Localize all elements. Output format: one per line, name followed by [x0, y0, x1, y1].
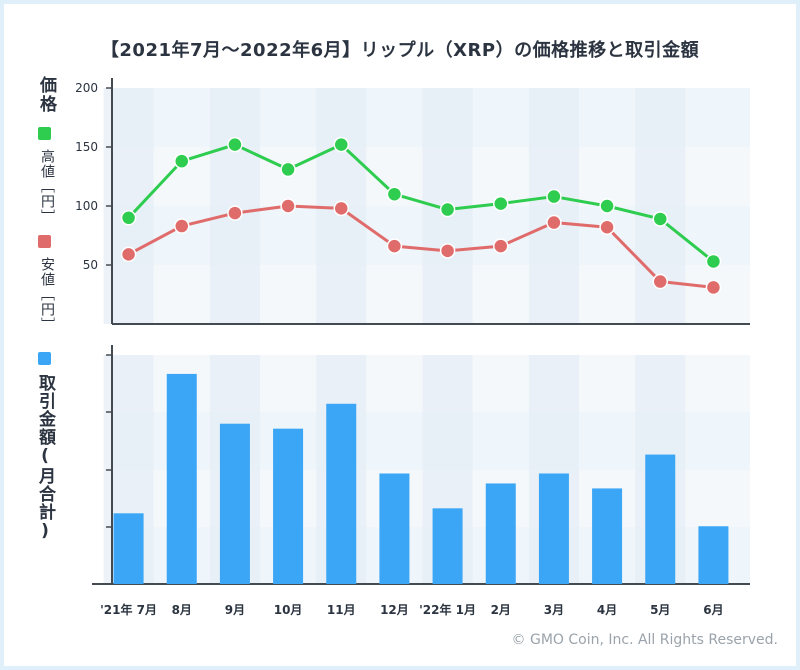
volume-bar: [432, 508, 463, 584]
x-tick-label: 11月: [327, 603, 356, 617]
volume-bar: [485, 483, 516, 584]
high-price-point: [120, 210, 137, 226]
x-tick-label: 10月: [274, 603, 303, 617]
volume-bar: [379, 473, 410, 584]
high-price-point: [174, 153, 190, 169]
volume-bar: [538, 473, 569, 584]
x-tick-label: 8月: [172, 603, 192, 617]
low-price-point: [599, 219, 615, 235]
x-tick-label: 9月: [225, 603, 245, 617]
x-tick-label: 6月: [703, 603, 723, 617]
low-price-point: [120, 246, 137, 263]
low-price-point: [333, 200, 349, 217]
low-price-point: [174, 218, 190, 234]
low-price-point: [493, 238, 509, 254]
high-price-point: [599, 198, 615, 214]
volume-bar: [219, 423, 250, 584]
volume-bar: [645, 454, 676, 584]
high-legend-swatch: [38, 127, 51, 140]
high-price-point: [705, 253, 722, 270]
low-legend-swatch: [38, 235, 51, 248]
volume-bar: [698, 526, 729, 584]
low-price-point: [652, 273, 668, 290]
low-price-point: [705, 279, 722, 296]
copyright-text: © GMO Coin, Inc. All Rights Reserved.: [511, 632, 778, 648]
x-tick-label: 3月: [544, 603, 564, 617]
high-price-point: [652, 211, 668, 227]
low-price-point: [280, 198, 296, 214]
price-y-tick-label: 150: [75, 140, 98, 154]
low-legend-label: 安値［円］: [39, 257, 55, 332]
x-tick-label: 5月: [650, 603, 670, 617]
chart-title: 【2021年7月〜2022年6月】リップル（XRP）の価格推移と取引金額: [100, 40, 700, 61]
high-price-point: [333, 136, 349, 153]
volume-bar: [592, 488, 623, 584]
volume-bar: [166, 373, 197, 584]
low-price-point: [386, 238, 403, 254]
x-tick-label: '22年 1月: [419, 602, 476, 617]
high-price-point: [227, 136, 243, 153]
volume-legend-swatch: [38, 352, 51, 365]
x-tick-label: 12月: [380, 603, 409, 617]
price-axis-label: 価格: [36, 76, 56, 114]
high-legend-label: 高値［円］: [39, 149, 55, 224]
high-price-point: [280, 161, 296, 178]
volume-bar: [326, 403, 357, 584]
low-price-point: [439, 243, 456, 259]
price-y-tick-label: 100: [75, 199, 98, 213]
high-price-line: [127, 143, 715, 263]
low-price-point: [227, 205, 243, 221]
x-tick-label: 4月: [597, 603, 617, 617]
high-price-point: [493, 195, 509, 212]
x-tick-label: '21年 7月: [100, 602, 157, 617]
high-price-point: [546, 188, 562, 205]
high-price-point: [386, 186, 403, 202]
x-tick-label: 2月: [491, 603, 511, 617]
volume-bar: [113, 513, 144, 584]
volume-bar: [273, 428, 304, 584]
low-price-line: [127, 204, 714, 289]
volume-legend-label: 取引金額(月合計): [35, 374, 55, 542]
price-column-stripe: [528, 88, 579, 324]
low-price-point: [546, 214, 562, 231]
price-y-tick-label: 50: [83, 258, 98, 272]
price-y-tick-label: 200: [75, 81, 98, 95]
high-price-point: [439, 201, 456, 218]
